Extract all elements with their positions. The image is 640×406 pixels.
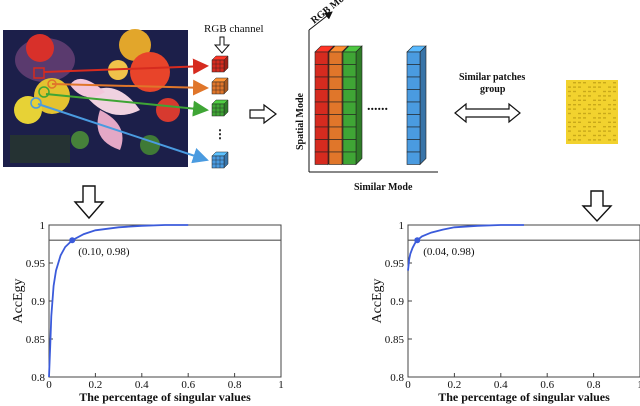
x-tick-label: 1 <box>278 379 284 391</box>
orange-patch-arrow <box>51 79 209 96</box>
cube-dots-vertical: ⋮ <box>214 127 226 141</box>
similar-mode-label: Similar Mode <box>354 182 413 193</box>
rgb-mode-label: RGB Mode <box>309 0 355 26</box>
y-axis-label: AccEgy <box>370 278 385 323</box>
x-tick-label: 0.4 <box>135 379 149 391</box>
plot-frame <box>407 224 640 378</box>
x-tick-label: 0.6 <box>540 379 554 391</box>
y-tick-label: 0.95 <box>26 258 46 270</box>
y-axis-label: AccEgy <box>11 278 26 323</box>
x-tick-label: 0.4 <box>494 379 508 391</box>
rgb-channel-down-arrow-icon <box>213 36 231 54</box>
accegy-curve <box>48 224 189 378</box>
marker-point <box>69 237 76 244</box>
tensor-blue-slice <box>406 45 427 166</box>
x-tick-label: 0.8 <box>587 379 601 391</box>
rgb-channel-label: RGB channel <box>204 23 264 35</box>
accegy-chart-right: 0.8 0.85 0.9 0.95 1 0 0.2 0.4 0.6 0.8 1 (0.04, 0.98… <box>370 220 640 404</box>
similar-patches-label: Similar patches <box>459 72 525 83</box>
x-tick-label: 0 <box>46 379 52 391</box>
similar-patches-image <box>566 80 618 144</box>
patch-group-tensor <box>314 45 427 166</box>
y-tick-label: 0.9 <box>31 296 45 308</box>
x-axis-label: The percentage of singular values <box>79 390 251 404</box>
tensor-dots: ...... <box>367 99 388 114</box>
bidirectional-arrow-icon <box>454 102 521 124</box>
x-tick-label: 1 <box>637 379 640 391</box>
red-patch-arrow <box>43 58 209 75</box>
y-tick-label: 0.85 <box>385 334 405 346</box>
red-patch-cube <box>211 55 229 73</box>
x-tick-label: 0 <box>405 379 411 391</box>
plot-frame <box>48 224 282 378</box>
green-patch-arrow <box>45 93 209 117</box>
orange-patch-cube <box>211 77 229 95</box>
x-tick-label: 0.6 <box>181 379 195 391</box>
marker-label: (0.04, 0.98) <box>423 246 475 258</box>
left-down-arrow-icon <box>73 185 105 220</box>
x-axis-label: The percentage of singular values <box>438 390 610 404</box>
blue-patch-cube <box>211 151 229 169</box>
right-down-arrow-icon <box>581 190 613 223</box>
blue-patch-arrow <box>37 103 209 164</box>
y-tick-label: 0.95 <box>385 258 405 270</box>
to-tensor-arrow-icon <box>249 103 277 125</box>
tensor-green-slice <box>342 45 363 166</box>
green-patch-cube <box>211 99 229 117</box>
y-tick-label: 1 <box>40 220 46 232</box>
x-tick-label: 0.2 <box>448 379 462 391</box>
similar-patches-group-label: group <box>480 84 506 95</box>
marker-label: (0.10, 0.98) <box>78 246 130 258</box>
rgb-mode-axis <box>308 11 333 31</box>
marker-point <box>414 237 421 244</box>
accegy-chart-left: 0.8 0.85 0.9 0.95 1 0 0.2 0.4 0.6 0.8 1 (0.10, 0.98… <box>11 220 284 404</box>
x-tick-label: 0.8 <box>228 379 242 391</box>
y-tick-label: 0.8 <box>31 372 45 384</box>
x-tick-label: 0.2 <box>89 379 103 391</box>
spatial-mode-label: Spatial Mode <box>295 92 306 150</box>
patch-cubes <box>211 55 229 169</box>
y-tick-label: 0.9 <box>390 296 404 308</box>
y-tick-label: 0.8 <box>390 372 404 384</box>
y-tick-label: 0.85 <box>26 334 46 346</box>
y-tick-label: 1 <box>399 220 405 232</box>
accegy-curve <box>407 224 524 271</box>
